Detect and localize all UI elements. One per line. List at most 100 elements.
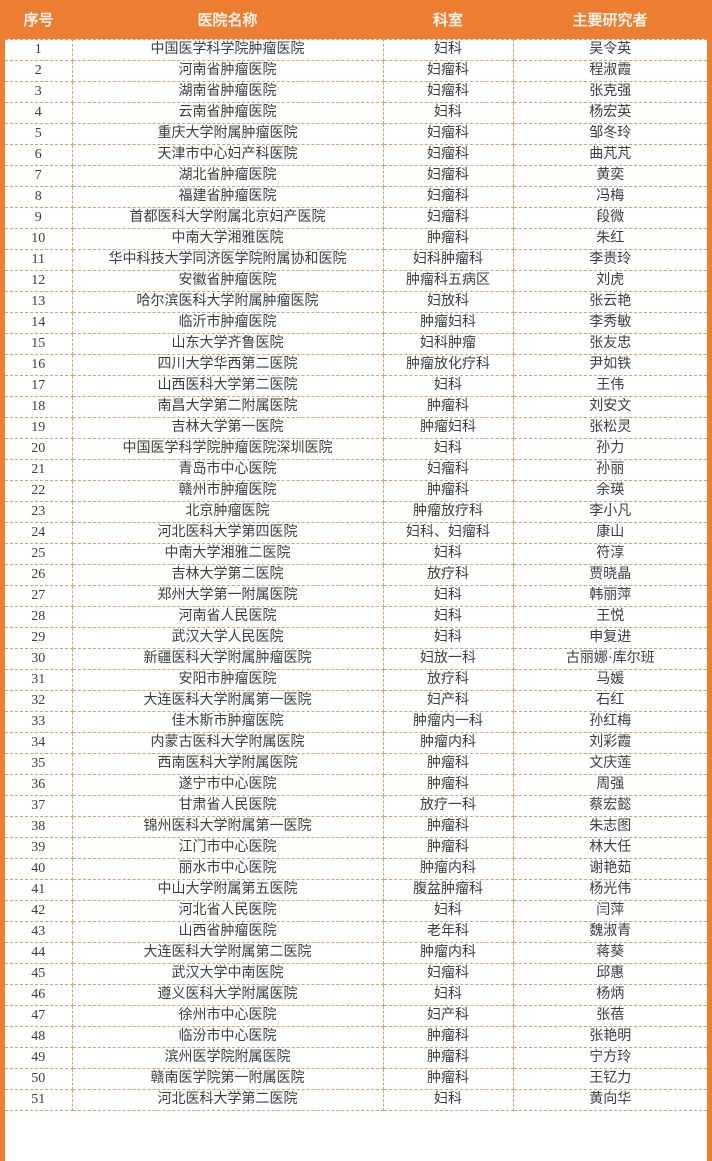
researcher-cell: 刘彩霞	[513, 732, 707, 754]
table-row: 30 新疆医科大学附属肿瘤医院 妇放一科 古丽娜·库尔班	[5, 648, 707, 670]
department-cell: 肿瘤科	[383, 228, 514, 250]
hospital-name-cell: 重庆大学附属肿瘤医院	[72, 123, 384, 145]
researcher-cell: 王伟	[513, 375, 707, 397]
serial-number-cell: 14	[5, 312, 73, 334]
researcher-cell: 文庆莲	[513, 753, 707, 775]
table-row: 37 甘肃省人民医院 放疗一科 蔡宏懿	[5, 795, 707, 817]
researcher-cell: 张友忠	[513, 333, 707, 355]
serial-number-cell: 3	[5, 81, 73, 103]
researcher-cell: 张蓓	[513, 1005, 707, 1027]
researcher-cell: 冯梅	[513, 186, 707, 208]
hospital-name-cell: 湖南省肿瘤医院	[72, 81, 384, 103]
table-row: 48 临汾市中心医院 肿瘤科 张艳明	[5, 1026, 707, 1048]
hospital-name-cell: 首都医科大学附属北京妇产医院	[72, 207, 384, 229]
hospital-name-cell: 北京肿瘤医院	[72, 501, 384, 523]
hospital-name-cell: 山西省肿瘤医院	[72, 921, 384, 943]
table-row: 10 中南大学湘雅医院 肿瘤科 朱红	[5, 228, 707, 250]
researcher-cell: 朱志图	[513, 816, 707, 838]
table-body: 1 中国医学科学院肿瘤医院 妇科 吴令英 2 河南省肿瘤医院 妇瘤科 程淑霞 3…	[5, 38, 707, 1111]
hospital-name-cell: 佳木斯市肿瘤医院	[72, 711, 384, 733]
table-row: 12 安徽省肿瘤医院 肿瘤科五病区 刘虎	[5, 270, 707, 292]
serial-number-cell: 24	[5, 522, 73, 544]
department-cell: 妇瘤科	[383, 60, 514, 82]
department-cell: 妇科、妇瘤科	[383, 522, 514, 544]
hospital-name-cell: 中山大学附属第五医院	[72, 879, 384, 901]
hospital-name-cell: 临沂市肿瘤医院	[72, 312, 384, 334]
table-row: 18 南昌大学第二附属医院 肿瘤科 刘安文	[5, 396, 707, 418]
department-cell: 妇瘤科	[383, 207, 514, 229]
hospital-name-cell: 中南大学湘雅医院	[72, 228, 384, 250]
table-row: 19 吉林大学第一医院 肿瘤妇科 张松灵	[5, 417, 707, 439]
serial-number-cell: 10	[5, 228, 73, 250]
table-row: 42 河北省人民医院 妇科 闫萍	[5, 900, 707, 922]
table-row: 27 郑州大学第一附属医院 妇科 韩丽萍	[5, 585, 707, 607]
department-cell: 放疗一科	[383, 795, 514, 817]
table-row: 14 临沂市肿瘤医院 肿瘤妇科 李秀敏	[5, 312, 707, 334]
researcher-cell: 康山	[513, 522, 707, 544]
researcher-cell: 朱红	[513, 228, 707, 250]
department-cell: 老年科	[383, 921, 514, 943]
table-row: 46 遵义医科大学附属医院 妇科 杨炳	[5, 984, 707, 1006]
table-row: 39 江门市中心医院 肿瘤科 林大任	[5, 837, 707, 859]
researcher-cell: 石红	[513, 690, 707, 712]
table-row: 40 丽水市中心医院 肿瘤内科 谢艳茹	[5, 858, 707, 880]
department-cell: 妇产科	[383, 690, 514, 712]
serial-number-cell: 31	[5, 669, 73, 691]
hospital-name-cell: 赣州市肿瘤医院	[72, 480, 384, 502]
hospital-name-cell: 中国医学科学院肿瘤医院	[72, 38, 384, 61]
department-cell: 肿瘤内科	[383, 942, 514, 964]
serial-number-cell: 30	[5, 648, 73, 670]
researcher-cell: 李贵玲	[513, 249, 707, 271]
department-cell: 肿瘤科	[383, 1047, 514, 1069]
serial-number-cell: 22	[5, 480, 73, 502]
researcher-cell: 周强	[513, 774, 707, 796]
hospital-name-cell: 中南大学湘雅二医院	[72, 543, 384, 565]
department-cell: 肿瘤内一科	[383, 711, 514, 733]
hospital-name-cell: 中国医学科学院肿瘤医院深圳医院	[72, 438, 384, 460]
hospital-name-cell: 临汾市中心医院	[72, 1026, 384, 1048]
table-row: 51 河北医科大学第二医院 妇科 黄向华	[5, 1089, 707, 1111]
researcher-cell: 黄向华	[513, 1089, 707, 1111]
serial-number-cell: 29	[5, 627, 73, 649]
researcher-cell: 孙丽	[513, 459, 707, 481]
table-row: 25 中南大学湘雅二医院 妇科 符淳	[5, 543, 707, 565]
department-cell: 肿瘤科	[383, 753, 514, 775]
department-cell: 放疗科	[383, 564, 514, 586]
department-cell: 妇瘤科	[383, 144, 514, 166]
researcher-cell: 吴令英	[513, 38, 707, 61]
department-cell: 肿瘤妇科	[383, 312, 514, 334]
hospital-name-cell: 新疆医科大学附属肿瘤医院	[72, 648, 384, 670]
hospital-name-cell: 徐州市中心医院	[72, 1005, 384, 1027]
serial-number-cell: 13	[5, 291, 73, 313]
serial-number-cell: 34	[5, 732, 73, 754]
hospital-name-cell: 河南省人民医院	[72, 606, 384, 628]
department-cell: 肿瘤放化疗科	[383, 354, 514, 376]
table-row: 7 湖北省肿瘤医院 妇瘤科 黄奕	[5, 165, 707, 187]
hospital-name-cell: 遂宁市中心医院	[72, 774, 384, 796]
researcher-cell: 魏淑青	[513, 921, 707, 943]
table-row: 49 滨州医学院附属医院 肿瘤科 宁方玲	[5, 1047, 707, 1069]
researcher-cell: 邹冬玲	[513, 123, 707, 145]
researcher-cell: 蔡宏懿	[513, 795, 707, 817]
serial-number-cell: 11	[5, 249, 73, 271]
table-row: 5 重庆大学附属肿瘤医院 妇瘤科 邹冬玲	[5, 123, 707, 145]
table-row: 11 华中科技大学同济医学院附属协和医院 妇科肿瘤科 李贵玲	[5, 249, 707, 271]
researcher-cell: 杨宏英	[513, 102, 707, 124]
researcher-cell: 孙力	[513, 438, 707, 460]
hospital-name-cell: 吉林大学第一医院	[72, 417, 384, 439]
table-header: 序号 医院名称 科室 主要研究者	[5, 0, 707, 39]
serial-number-cell: 5	[5, 123, 73, 145]
researcher-cell: 张松灵	[513, 417, 707, 439]
serial-number-cell: 49	[5, 1047, 73, 1069]
hospital-name-cell: 西南医科大学附属医院	[72, 753, 384, 775]
hospital-name-cell: 山东大学齐鲁医院	[72, 333, 384, 355]
hospital-table: 序号 医院名称 科室 主要研究者 1 中国医学科学院肿瘤医院 妇科 吴令英 2 …	[5, 0, 707, 1111]
table-row: 13 哈尔滨医科大学附属肿瘤医院 妇放科 张云艳	[5, 291, 707, 313]
department-cell: 肿瘤科	[383, 837, 514, 859]
hospital-name-cell: 大连医科大学附属第一医院	[72, 690, 384, 712]
table-row: 6 天津市中心妇产科医院 妇瘤科 曲芃芃	[5, 144, 707, 166]
department-cell: 妇科	[383, 543, 514, 565]
hospital-name-cell: 青岛市中心医院	[72, 459, 384, 481]
hospital-name-cell: 河南省肿瘤医院	[72, 60, 384, 82]
table-row: 23 北京肿瘤医院 肿瘤放疗科 李小凡	[5, 501, 707, 523]
